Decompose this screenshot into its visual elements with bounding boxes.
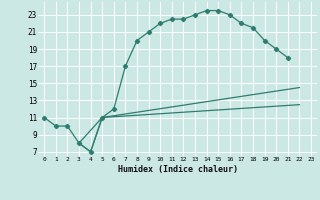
X-axis label: Humidex (Indice chaleur): Humidex (Indice chaleur)	[118, 165, 238, 174]
